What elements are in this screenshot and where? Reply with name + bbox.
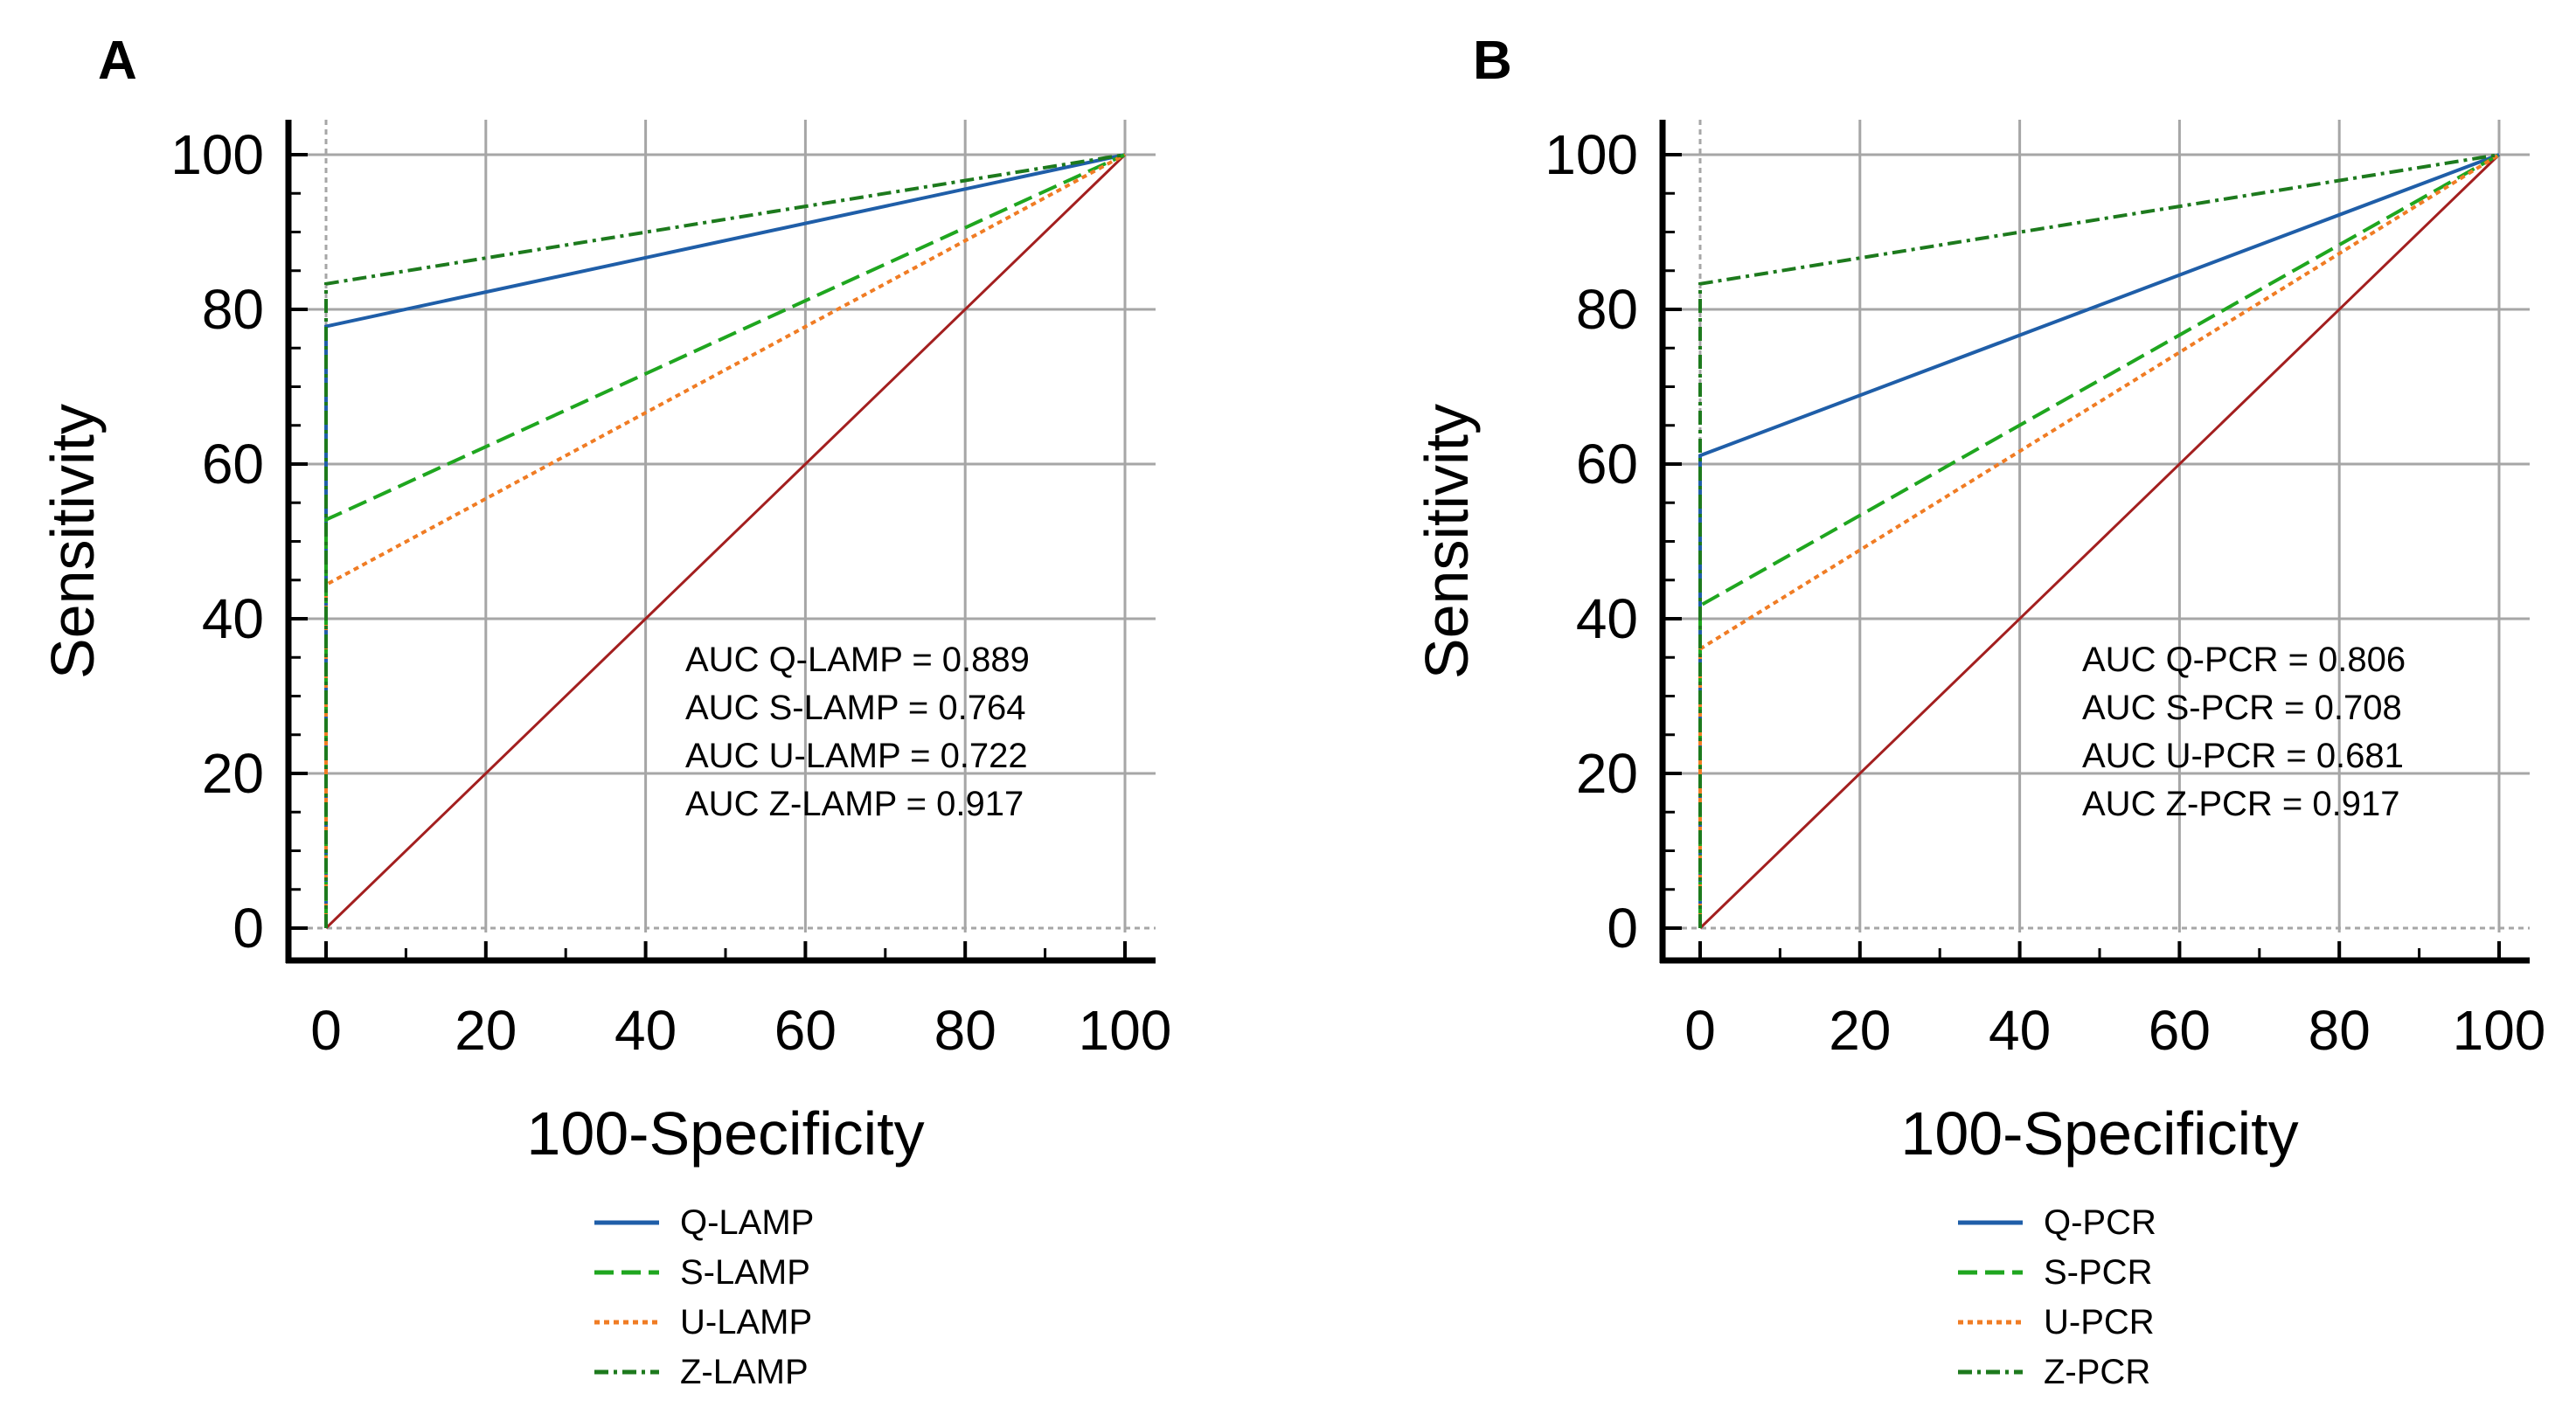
x-tick-label: 60 xyxy=(774,999,837,1062)
y-tick-label: 40 xyxy=(1576,587,1638,650)
auc-annotation: AUC Q-PCR = 0.806 xyxy=(2082,641,2406,679)
legend-label-s-lamp: S-LAMP xyxy=(680,1253,810,1292)
x-axis-title: 100-Specificity xyxy=(1900,1099,2298,1168)
y-tick-label: 80 xyxy=(1576,278,1638,341)
y-tick-label: 100 xyxy=(170,123,264,186)
auc-annotation: AUC Z-PCR = 0.917 xyxy=(2082,785,2399,823)
roc-curve-z-lamp xyxy=(324,153,1126,928)
y-tick-label: 40 xyxy=(202,587,264,650)
roc-panel-b: B 0 20 40 60 80 100 0 20 40 60 80 100 100-Specificity… xyxy=(1413,31,2545,1391)
legend-label-z-pcr: Z-PCR xyxy=(2044,1353,2150,1391)
y-tick-label: 20 xyxy=(202,742,264,805)
roc-curve-u-pcr xyxy=(1698,153,2501,928)
y-axis-title: Sensitivity xyxy=(38,404,107,679)
y-tick-label: 80 xyxy=(202,278,264,341)
x-tick-label: 40 xyxy=(614,999,677,1062)
x-tick-label: 0 xyxy=(310,999,342,1062)
x-tick-label: 80 xyxy=(934,999,996,1062)
roc-curve-z-pcr xyxy=(1698,153,2500,928)
roc-panel-a: A 0 20 40 60 80 100 0 20 40 60 80 100 100-Specificity… xyxy=(38,31,1171,1391)
panel-letter-b: B xyxy=(1473,31,1512,91)
auc-annotation: AUC Z-LAMP = 0.917 xyxy=(685,785,1024,823)
x-tick-label: 60 xyxy=(2149,999,2211,1062)
y-tick-label: 0 xyxy=(233,897,264,960)
auc-annotation: AUC S-LAMP = 0.764 xyxy=(685,689,1025,727)
legend-label-q-lamp: Q-LAMP xyxy=(680,1203,814,1242)
x-axis-title: 100-Specificity xyxy=(526,1099,924,1168)
x-tick-label: 100 xyxy=(1079,999,1172,1062)
y-tick-label: 0 xyxy=(1607,897,1638,960)
y-tick-label: 20 xyxy=(1576,742,1638,805)
legend-label-s-pcr: S-PCR xyxy=(2044,1253,2152,1292)
legend-label-z-lamp: Z-LAMP xyxy=(680,1353,809,1391)
legend-label-u-lamp: U-LAMP xyxy=(680,1303,812,1341)
panel-letter-a: A xyxy=(98,31,137,91)
x-tick-label: 100 xyxy=(2453,999,2546,1062)
auc-annotation: AUC S-PCR = 0.708 xyxy=(2082,689,2402,727)
x-tick-label: 20 xyxy=(1829,999,1891,1062)
y-axis-title: Sensitivity xyxy=(1413,404,1481,679)
y-tick-label: 100 xyxy=(1545,123,1638,186)
x-tick-label: 40 xyxy=(1989,999,2051,1062)
auc-annotation: AUC U-LAMP = 0.722 xyxy=(685,737,1028,775)
reference-diagonal xyxy=(324,153,1127,930)
x-tick-label: 80 xyxy=(2309,999,2371,1062)
x-tick-label: 20 xyxy=(455,999,517,1062)
legend-label-q-pcr: Q-PCR xyxy=(2044,1203,2156,1242)
y-tick-label: 60 xyxy=(202,433,264,496)
legend-label-u-pcr: U-PCR xyxy=(2044,1303,2155,1341)
auc-annotation: AUC Q-LAMP = 0.889 xyxy=(685,641,1030,679)
auc-annotation: AUC U-PCR = 0.681 xyxy=(2082,737,2404,775)
y-tick-label: 60 xyxy=(1576,433,1638,496)
roc-curve-s-pcr xyxy=(1698,153,2500,928)
reference-diagonal xyxy=(1698,153,2501,930)
x-tick-label: 0 xyxy=(1684,999,1716,1062)
